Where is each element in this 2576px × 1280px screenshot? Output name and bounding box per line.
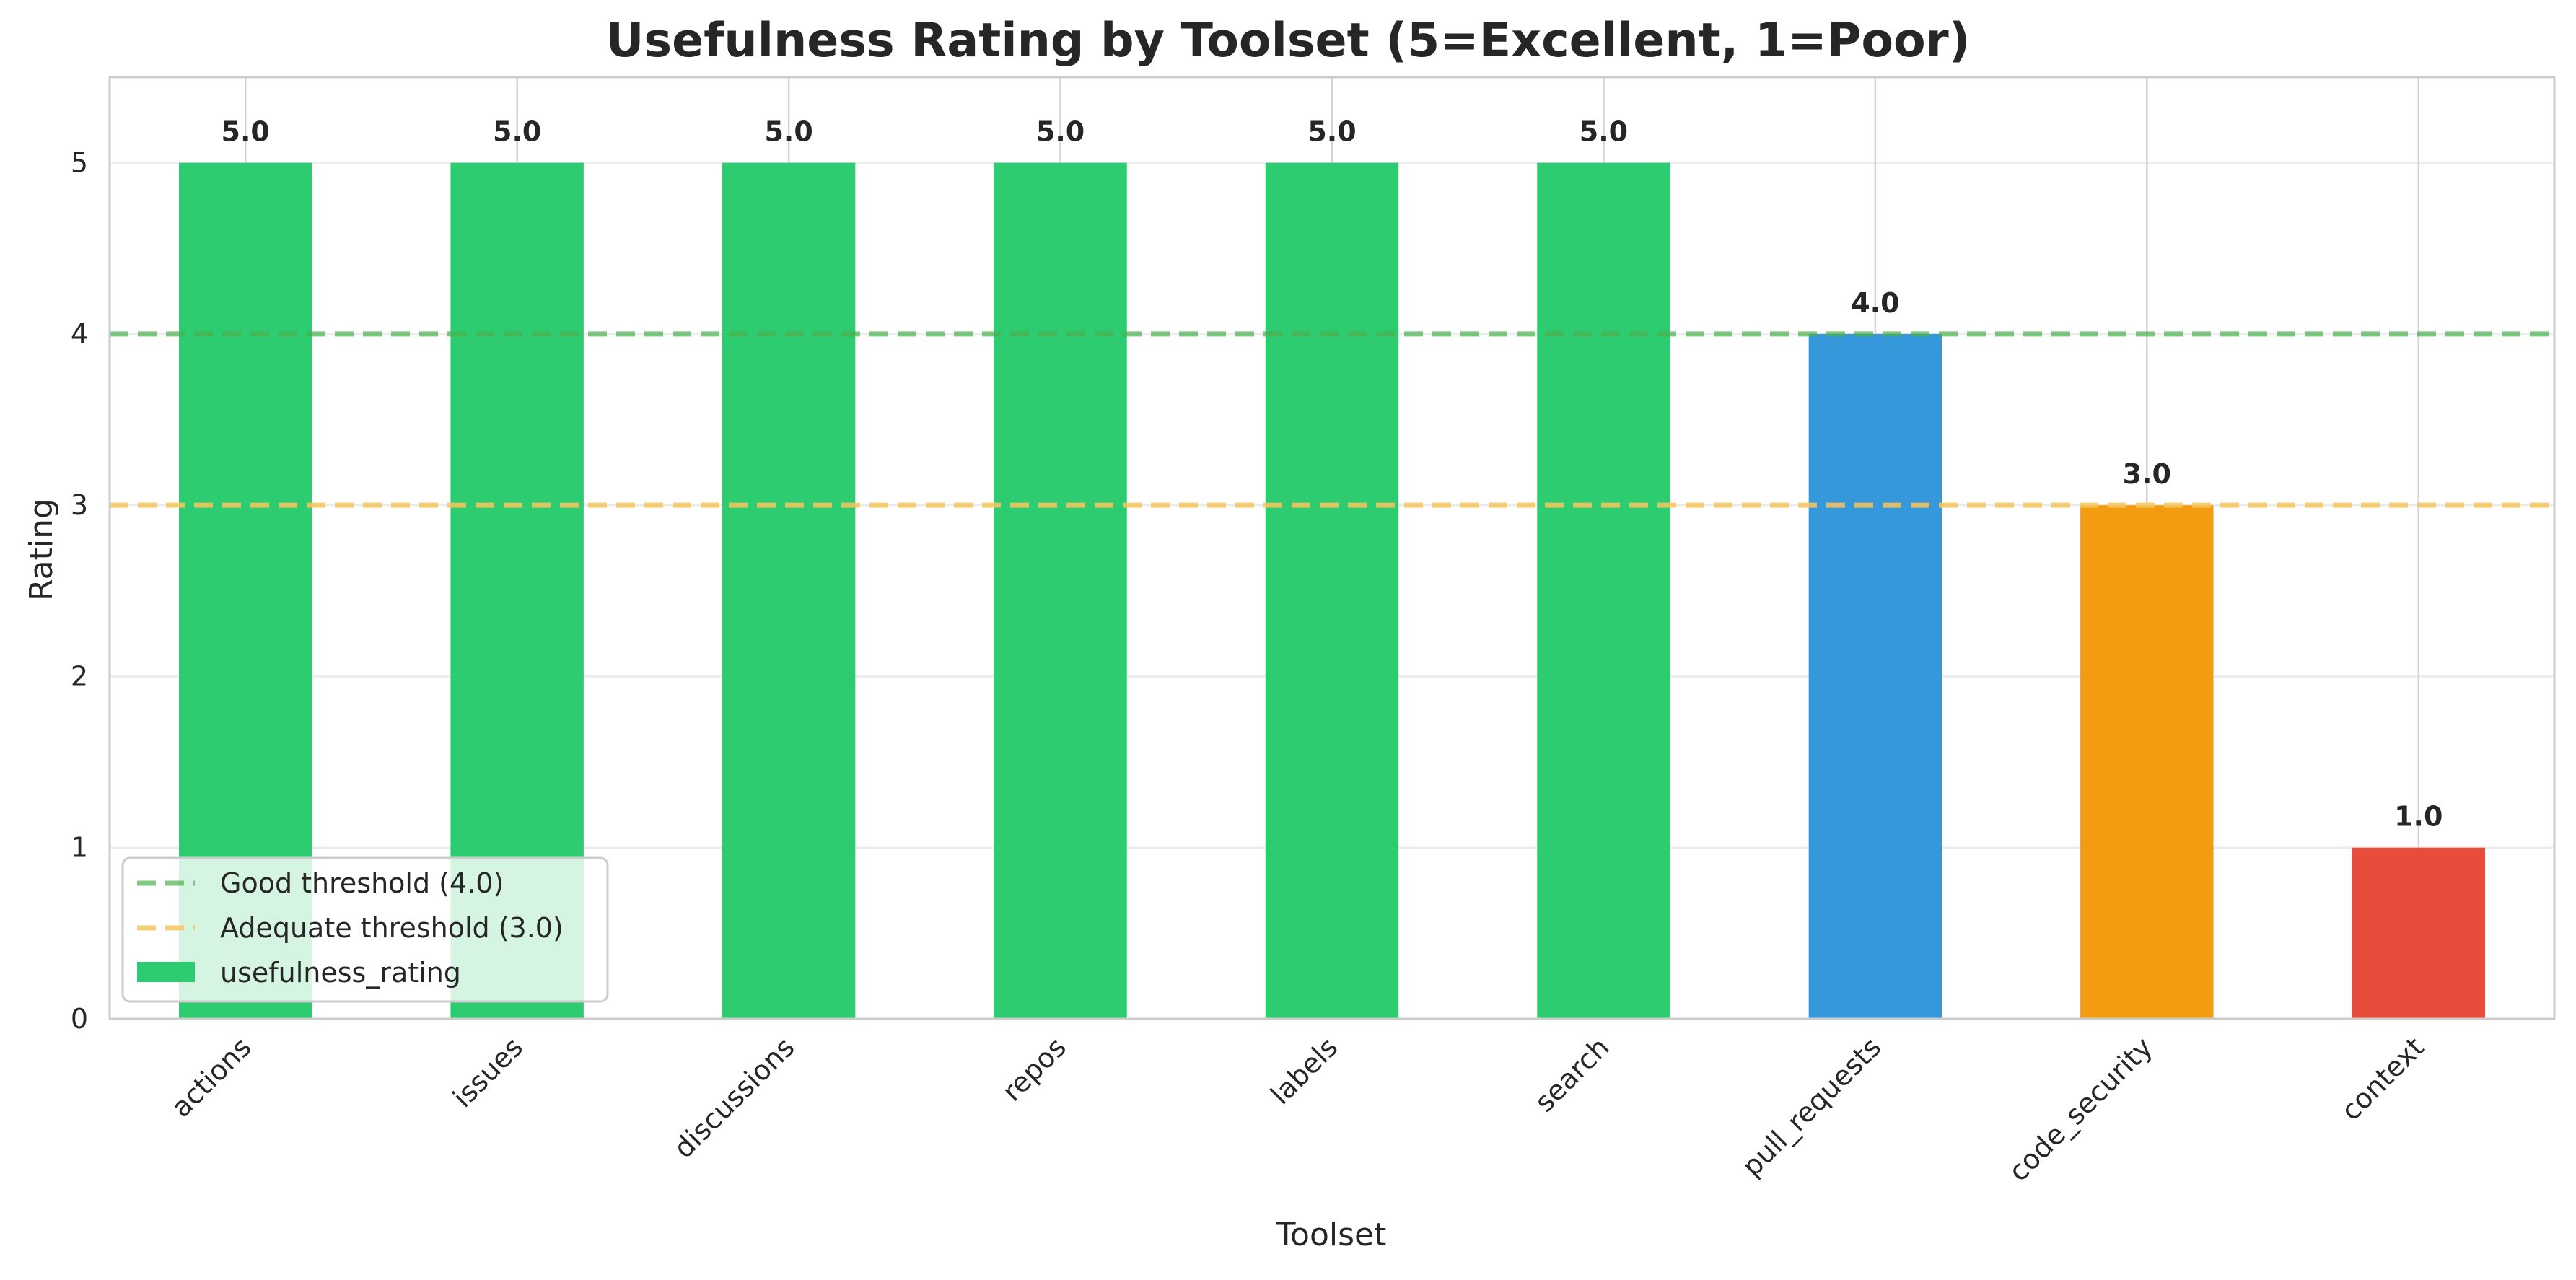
bar-repos	[994, 162, 1127, 1020]
data-label-pull_requests: 4.0	[1851, 287, 1899, 319]
data-label-discussions: 5.0	[764, 116, 812, 148]
data-labels: 5.0 5.0 5.0 5.0 5.0 5.0 4.0 3.0 1.0	[222, 116, 2443, 833]
chart-title: Usefulness Rating by Toolset (5=Excellen…	[606, 14, 1971, 68]
y-tick-label-4: 4	[71, 318, 88, 350]
y-tick-label-1: 1	[71, 832, 88, 864]
bar-pull_requests	[1808, 333, 1942, 1020]
data-label-labels: 5.0	[1307, 116, 1356, 148]
bar-discussions	[722, 162, 856, 1020]
x-axis-label: Toolset	[1276, 1217, 1387, 1253]
legend-label-adequate-threshold: Adequate threshold (3.0)	[220, 912, 564, 944]
y-tick-label-5: 5	[71, 147, 88, 179]
data-label-actions: 5.0	[222, 116, 270, 148]
legend: Good threshold (4.0) Adequate threshold …	[121, 856, 609, 1003]
data-label-search: 5.0	[1580, 116, 1628, 148]
y-axis-ticks: 0 1 2 3 4 5	[71, 147, 88, 1035]
y-tick-label-2: 2	[71, 660, 88, 692]
y-tick-label-3: 3	[71, 489, 88, 521]
threshold-lines	[110, 331, 2554, 508]
data-label-context: 1.0	[2394, 801, 2443, 833]
bar-search	[1537, 162, 1670, 1020]
y-tick-label-0: 0	[71, 1003, 88, 1035]
legend-swatch-usefulness-rating	[137, 962, 195, 982]
y-axis-label: Rating	[23, 499, 60, 601]
data-label-repos: 5.0	[1036, 116, 1085, 148]
plot-frame	[108, 76, 2556, 1020]
bar-labels	[1265, 162, 1399, 1020]
legend-label-good-threshold: Good threshold (4.0)	[220, 867, 504, 899]
data-label-issues: 5.0	[493, 116, 541, 148]
legend-frame	[121, 856, 609, 1003]
legend-label-usefulness-rating: usefulness_rating	[220, 957, 461, 989]
bar-code_security	[2080, 505, 2214, 1019]
data-label-code_security: 3.0	[2123, 458, 2171, 490]
bar-context	[2352, 847, 2486, 1019]
